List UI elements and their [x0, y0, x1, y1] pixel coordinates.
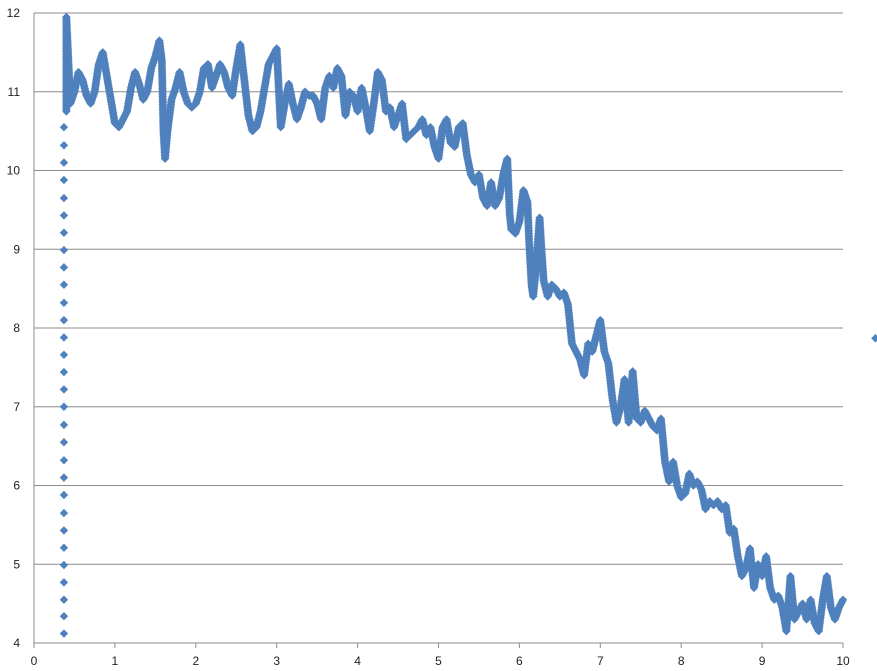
- data-point: [59, 385, 69, 394]
- x-tick-label: 5: [435, 654, 442, 668]
- data-point: [59, 298, 69, 307]
- data-points: [59, 12, 877, 638]
- y-tick-label: 11: [8, 85, 21, 99]
- data-point: [871, 334, 877, 343]
- data-point: [59, 141, 69, 150]
- y-tick-label: 10: [7, 164, 21, 178]
- data-point: [59, 456, 69, 465]
- data-point: [59, 350, 69, 359]
- x-axis-tick-labels: 0 1 2 3 4 5 6 7 8 9 10: [31, 654, 850, 668]
- data-point: [59, 280, 69, 289]
- gridlines: [34, 12, 843, 565]
- x-tick-label: 1: [112, 654, 119, 668]
- x-tick-label: 3: [273, 654, 280, 668]
- data-point: [59, 263, 69, 272]
- data-point: [59, 526, 69, 535]
- y-tick-label: 5: [13, 557, 20, 571]
- x-tick-label: 7: [597, 654, 604, 668]
- data-point: [59, 158, 69, 167]
- data-point: [59, 420, 69, 430]
- y-axis-tick-labels: 4 5 6 7 8 9 10 11 12: [7, 6, 21, 650]
- data-point: [59, 193, 69, 203]
- data-point: [838, 595, 848, 604]
- data-point: [59, 437, 69, 447]
- data-point: [59, 122, 69, 132]
- y-tick-label: 12: [7, 6, 21, 20]
- data-point: [59, 228, 69, 237]
- x-tick-label: 10: [836, 654, 850, 668]
- data-point: [59, 473, 69, 482]
- x-tick-label: 2: [192, 654, 199, 668]
- data-point: [59, 490, 69, 500]
- data-point: [59, 578, 69, 587]
- data-point: [59, 315, 69, 325]
- data-point: [59, 245, 69, 255]
- data-point: [59, 508, 69, 518]
- axes: [33, 13, 844, 648]
- y-tick-label: 7: [13, 400, 20, 414]
- data-point: [59, 612, 69, 621]
- x-tick-label: 8: [678, 654, 685, 668]
- data-point: [59, 402, 69, 411]
- y-tick-label: 9: [13, 242, 20, 256]
- data-point: [59, 367, 69, 377]
- data-point: [59, 560, 69, 570]
- y-tick-label: 8: [13, 321, 20, 335]
- data-point: [59, 175, 69, 185]
- x-tick-label: 0: [31, 654, 38, 668]
- data-point: [59, 543, 69, 552]
- x-tick-label: 4: [354, 654, 361, 668]
- x-tick-label: 6: [516, 654, 523, 668]
- x-tick-label: 9: [759, 654, 766, 668]
- y-tick-label: 4: [13, 636, 20, 650]
- data-point: [59, 629, 69, 638]
- data-point: [59, 595, 69, 604]
- data-point: [59, 333, 69, 342]
- y-tick-label: 6: [13, 479, 20, 493]
- data-point: [59, 211, 69, 220]
